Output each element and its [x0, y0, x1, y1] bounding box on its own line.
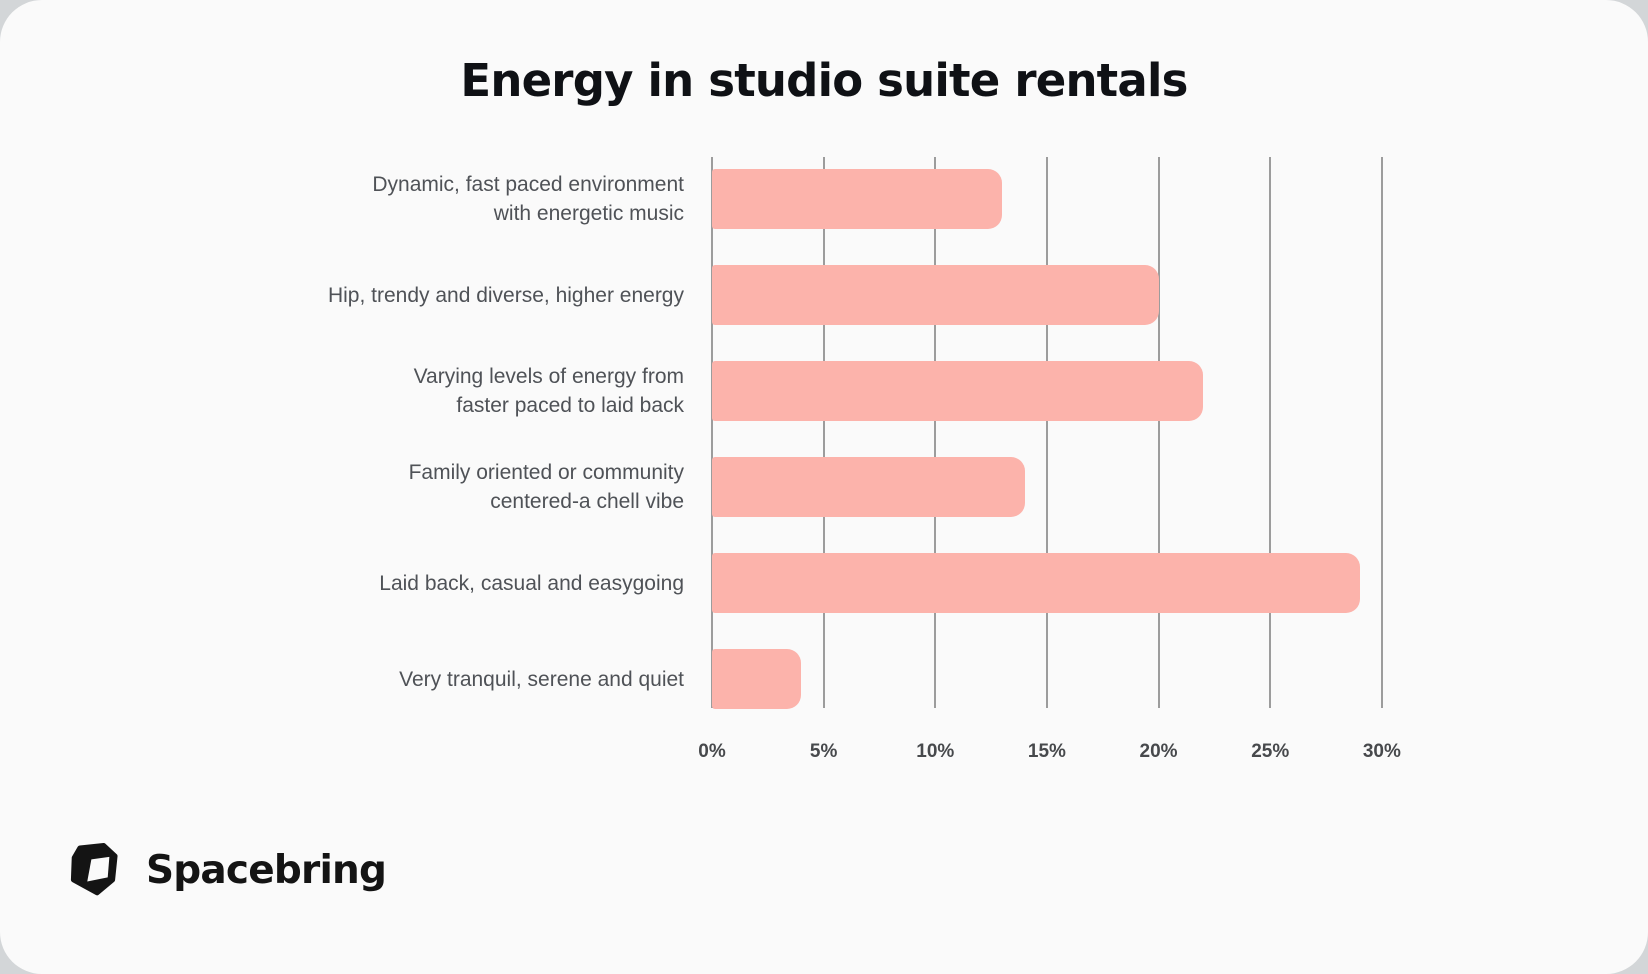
spacebring-cube-logo-icon: [70, 842, 118, 896]
x-tick-label: 10%: [916, 741, 955, 762]
x-tick-label: 0%: [698, 741, 726, 762]
category-label: Varying levels of energy from faster pac…: [413, 365, 684, 417]
brand-footer: Spacebring: [66, 841, 1648, 899]
bar: [712, 361, 1204, 421]
category-label: Laid back, casual and easygoing: [379, 571, 684, 595]
category-label: Family oriented or community centered-a …: [408, 461, 684, 513]
bar-track: [712, 151, 1460, 247]
chart-row: Family oriented or community centered-a …: [60, 439, 1460, 535]
category-label: Dynamic, fast paced environment with ene…: [372, 173, 684, 225]
x-tick-label: 30%: [1362, 741, 1401, 762]
x-tick-label: 5%: [809, 741, 838, 762]
x-axis-ticks: 0% 5% 10% 15% 20% 25% 30%: [698, 727, 1460, 773]
chart-row: Varying levels of energy from faster pac…: [60, 343, 1460, 439]
bar: [712, 265, 1159, 325]
chart-rows: Dynamic, fast paced environment with ene…: [60, 151, 1460, 727]
bar: [712, 553, 1360, 613]
bar-track: [712, 247, 1460, 343]
category-label: Very tranquil, serene and quiet: [399, 667, 684, 691]
bar-track: [712, 631, 1460, 727]
chart-row: Very tranquil, serene and quiet: [60, 631, 1460, 727]
x-tick-label: 25%: [1251, 741, 1290, 762]
chart-row: Hip, trendy and diverse, higher energy: [60, 247, 1460, 343]
bar-chart: Dynamic, fast paced environment with ene…: [60, 151, 1460, 773]
brand-name: Spacebring: [146, 847, 387, 893]
x-tick-label: 15%: [1027, 741, 1066, 762]
bar: [712, 649, 802, 709]
chart-title: Energy in studio suite rentals: [460, 54, 1188, 107]
bar-track: [712, 535, 1460, 631]
x-tick-label: 20%: [1139, 741, 1178, 762]
chart-row: Laid back, casual and easygoing: [60, 535, 1460, 631]
chart-row: Dynamic, fast paced environment with ene…: [60, 151, 1460, 247]
category-label: Hip, trendy and diverse, higher energy: [327, 283, 684, 307]
bar-track: [712, 343, 1460, 439]
bar: [712, 169, 1003, 229]
bar: [712, 457, 1025, 517]
bar-track: [712, 439, 1460, 535]
